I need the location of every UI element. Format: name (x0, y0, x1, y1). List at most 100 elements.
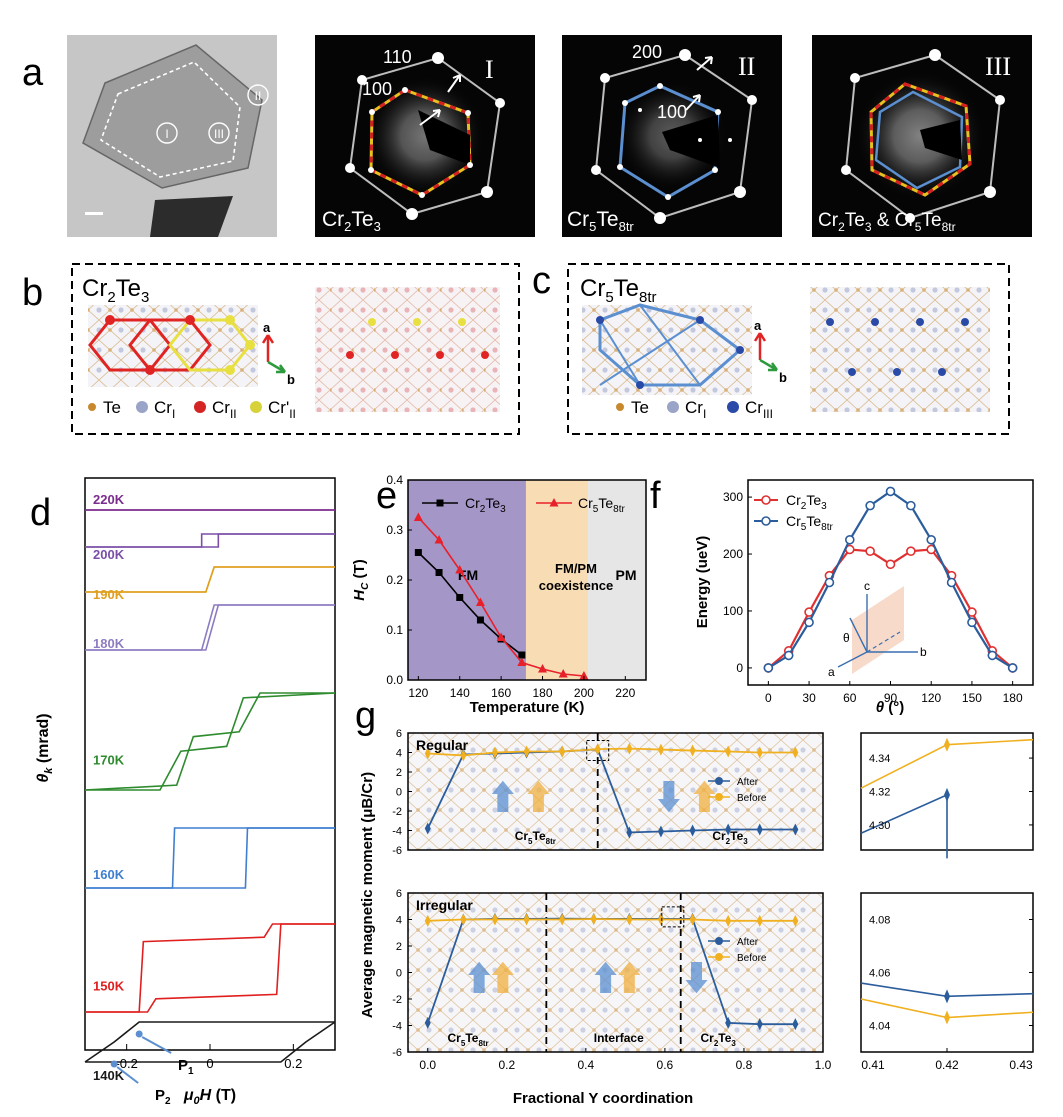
y-tick-label: 4.08 (869, 915, 890, 927)
curve-180K-return (85, 604, 335, 651)
data-point (987, 650, 998, 661)
x-tick-label: 180 (1003, 691, 1023, 705)
data-point (763, 663, 774, 673)
data-point (725, 914, 732, 927)
data-point (865, 546, 875, 556)
structure-title: Cr5Te8tr (580, 275, 657, 306)
x-tick-label: 150 (962, 691, 982, 705)
data-point (657, 913, 664, 926)
y-tick-label: 2 (396, 941, 402, 953)
spin-arrow-icon (594, 961, 617, 993)
plot-frame (860, 892, 1034, 1053)
data-point (517, 657, 527, 666)
x-tick-label: 120 (408, 686, 428, 700)
index-label: 100 (657, 102, 687, 122)
series (763, 486, 1018, 673)
data-point (456, 594, 464, 601)
legend-marker (761, 495, 771, 505)
panel-label-e: e (376, 475, 397, 517)
lattice-side-view (315, 287, 500, 412)
region-marker (208, 122, 230, 144)
arrow-icon (685, 94, 701, 111)
y-tick-label: 4.32 (869, 787, 890, 799)
formula-label: Cr2Te3 & Cr5Te8tr (818, 210, 956, 234)
svg-text:CrI: CrI (685, 398, 706, 421)
data-point (496, 632, 506, 641)
curve-200K-return (85, 533, 335, 548)
data-point (434, 535, 444, 544)
x-tick-label: 200 (574, 686, 594, 700)
hysteresis-curves: 220K 200K 190K 180K 170K 160K 150K 140K (84, 492, 336, 1083)
data-point (558, 669, 568, 678)
curve-140K-return (85, 1021, 336, 1063)
y-tick-label: 4.34 (869, 753, 890, 765)
series (413, 512, 589, 680)
svg-text:a: a (263, 320, 271, 335)
x-tick-label: 90 (884, 691, 898, 705)
region-label: II (255, 89, 262, 103)
data-point (756, 823, 763, 836)
region-label: Cr2Te3 (700, 1031, 736, 1048)
data-point (559, 913, 566, 926)
data-point (435, 569, 443, 576)
data-point (804, 617, 814, 628)
panel-label-a: a (22, 52, 44, 94)
region-marker (156, 122, 178, 144)
curve-160K-return (85, 827, 335, 889)
series-line (427, 747, 796, 757)
index-label: 110 (383, 47, 412, 67)
data-point (594, 743, 601, 756)
x-tick-label: 220 (615, 686, 635, 700)
point-marker (135, 1030, 143, 1038)
axis-indicator: a b (261, 320, 295, 387)
region-label: Interface (594, 1031, 644, 1045)
data-point (946, 577, 957, 588)
y-tick-label: 100 (723, 604, 743, 618)
svg-text:b: b (287, 372, 295, 387)
spin-arrow-icon (693, 780, 716, 812)
y-tick-label: 0 (736, 661, 743, 675)
data-point (689, 744, 696, 757)
y-tick-label: -6 (392, 845, 402, 857)
data-point (689, 913, 696, 926)
x-tick-label: 0.42 (935, 1058, 959, 1072)
legend-marker (715, 937, 723, 945)
data-point (944, 787, 950, 802)
roman-label: III (985, 52, 1011, 81)
region-label: Cr5Te8tr (448, 1031, 489, 1048)
data-point (944, 989, 950, 1004)
cr5te8-hexagon (874, 90, 964, 190)
data-point (926, 534, 937, 545)
axis-indicator: a b (753, 318, 787, 385)
annotation-label: P1 (178, 1057, 194, 1077)
panel-label-b: b (22, 272, 43, 314)
panel-label-g: g (355, 695, 376, 737)
panel-label-c: c (532, 260, 551, 302)
y-axis-label: θk (mrad) (35, 713, 55, 782)
diffraction-image-I: 110 100 I Cr2Te3 (315, 35, 535, 237)
spin-arrow-icon (468, 961, 491, 993)
arrow-icon (419, 109, 441, 126)
x-tick-label: 120 (921, 691, 941, 705)
data-point (944, 737, 950, 752)
structure-title: Cr2Te3 (82, 275, 149, 306)
data-point (475, 597, 485, 606)
data-point (885, 486, 896, 497)
data-point (885, 559, 896, 570)
subpanel-tag: Irregular (416, 897, 473, 913)
data-point (865, 500, 875, 511)
data-point (944, 1010, 950, 1025)
data-point (590, 912, 597, 925)
point-marker (110, 1060, 118, 1068)
x-axis-label: μ0H (T) (183, 1087, 236, 1107)
region-marker (247, 84, 269, 106)
subpanel-regular: Regular Cr5Te8tr Cr2Te3 After Before -6 -4 -2 0 2… (392, 728, 824, 857)
y-tick-label: 4.04 (869, 1021, 890, 1033)
arrow-icon (447, 74, 461, 93)
y-tick-label: 200 (723, 547, 743, 561)
curve-label: 200K (93, 547, 125, 562)
y-tick-label: 300 (723, 490, 743, 504)
axis-a (837, 651, 868, 668)
curve-200K (85, 533, 335, 548)
